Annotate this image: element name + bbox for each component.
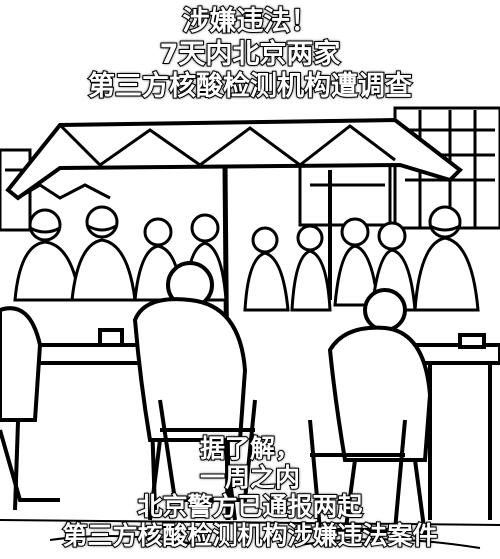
subtitle-line-2: 一周之内 — [199, 463, 301, 492]
headline-line-1: 涉嫌违法！ — [182, 6, 319, 37]
subtitle-line-1: 据了解， — [199, 434, 301, 463]
folding-chairs — [0, 399, 407, 532]
crowd — [13, 205, 480, 312]
headline-line-2: 7天内北京两家 — [159, 39, 342, 70]
headline-line-3: 第三方核酸检测机构遭调查 — [87, 71, 413, 102]
seated-workers — [0, 261, 433, 536]
ground — [0, 519, 500, 549]
subtitle-line-3: 北京警方已通报两起 — [136, 492, 363, 521]
subtitle-line-4: 第三方核酸检测机构涉嫌违法案件 — [61, 521, 438, 550]
